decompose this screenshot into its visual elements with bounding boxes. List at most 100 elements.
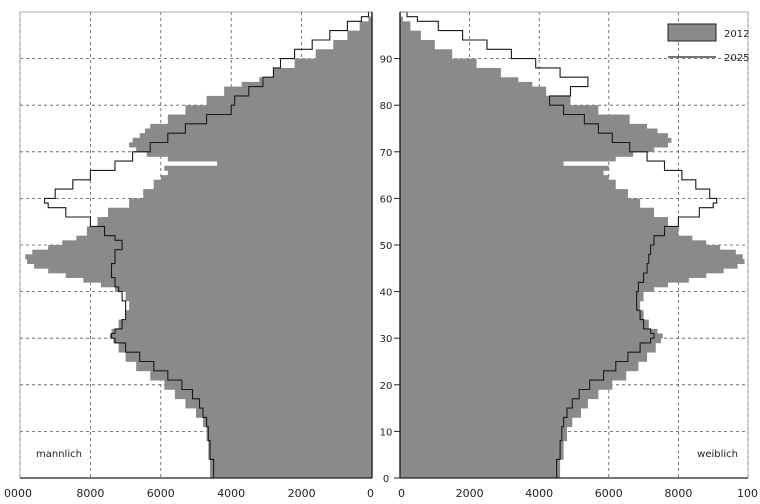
male-2012-bar-age-66 (164, 166, 372, 171)
female-2012-bar-age-90 (400, 54, 452, 59)
male-2012-bar-age-96 (360, 26, 372, 31)
left-x-tick-label-5: 0 (367, 487, 374, 500)
female-2012-bar-age-87 (400, 68, 501, 73)
male-2012-bar-age-1 (210, 469, 372, 474)
male-2012-bar-age-29 (113, 338, 372, 343)
female-2012-bar-age-93 (400, 40, 435, 45)
male-2012-bar-age-62 (154, 184, 372, 189)
female-2012-bar-age-66 (400, 166, 609, 171)
female-2012-bar-age-40 (400, 287, 654, 292)
age-tick-label-10: 10 (380, 427, 393, 438)
male-2012-bar-age-59 (129, 198, 372, 203)
female-2012-bar-age-64 (400, 175, 609, 180)
female-2012-bar-age-69 (400, 152, 633, 157)
female-2012-bar-age-26 (400, 352, 647, 357)
left-x-tick-label-2: 6000 (147, 487, 175, 500)
male-2012-bar-age-30 (110, 334, 372, 339)
male-2012-bar-age-94 (347, 35, 372, 40)
female-2012-bar-age-15 (400, 403, 588, 408)
female-2012-bar-age-75 (400, 124, 647, 129)
female-2012-bar-age-56 (400, 212, 654, 217)
male-2012-bar-age-85 (259, 77, 372, 82)
male-2012-bar-age-55 (97, 217, 372, 222)
female-2012-bar-age-35 (400, 310, 644, 315)
female-2012-bar-age-32 (400, 324, 649, 329)
male-2012-bar-age-67 (217, 161, 372, 166)
male-2012-bar-age-20 (164, 380, 372, 385)
male-2012-bar-age-25 (126, 357, 372, 362)
female-2012-bar-age-30 (400, 334, 663, 339)
female-2012-bar-age-33 (400, 320, 649, 325)
age-tick-label-80: 80 (380, 101, 393, 112)
legend-swatch-2012 (668, 24, 716, 41)
male-2012-bar-age-37 (129, 301, 372, 306)
male-2012-bar-age-44 (48, 268, 372, 273)
female-2012-bar-age-82 (400, 91, 546, 96)
male-2012-bar-age-7 (208, 441, 372, 446)
left-x-tick-label-1: 8000 (76, 487, 104, 500)
female-2012-bar-age-94 (400, 35, 421, 40)
male-2012-bar-age-39 (126, 292, 372, 297)
male-2012-bar-age-47 (25, 254, 372, 259)
female-2012-bar-age-34 (400, 315, 644, 320)
female-2012-bar-age-71 (400, 142, 668, 147)
male-2012-bar-age-5 (208, 450, 372, 455)
right-x-tick-label-5: 100 (737, 487, 758, 500)
male-2012-bar-age-90 (316, 54, 372, 59)
female-2012-bar-age-18 (400, 389, 598, 394)
legend-label-2012: 2012 (724, 29, 749, 40)
male-2012-bar-age-79 (185, 105, 372, 110)
female-2012-bar-age-4 (400, 455, 564, 460)
male-2012-bar-age-2 (210, 464, 372, 469)
male-2012-bar-age-93 (333, 40, 372, 45)
male-2012-bar-age-4 (208, 455, 372, 460)
female-2012-bar-age-80 (400, 101, 571, 106)
male-2012-bar-age-52 (87, 231, 372, 236)
male-2012-bar-age-15 (185, 403, 372, 408)
male-2012-bar-age-21 (150, 375, 372, 380)
female-2012-bar-age-91 (400, 49, 452, 54)
male-2012-bar-age-11 (203, 422, 372, 427)
female-2012-bar-age-2 (400, 464, 560, 469)
male-2012-bar-age-12 (203, 417, 372, 422)
female-2012-bar-age-95 (400, 31, 421, 36)
female-2012-bar-age-44 (400, 268, 724, 273)
male-2012-bar-age-68 (168, 156, 372, 161)
male-2012-bar-age-48 (32, 250, 372, 255)
female-2012-bar-age-43 (400, 273, 706, 278)
male-2012-bar-age-31 (112, 329, 372, 334)
female-2012-bar-age-29 (400, 338, 661, 343)
female-2012-bar-age-13 (400, 413, 581, 418)
left-x-tick-label-0: 0000 (4, 487, 32, 500)
age-tick-label-50: 50 (380, 241, 393, 252)
male-2012-bar-age-49 (48, 245, 372, 250)
male-2012-bar-age-83 (224, 87, 372, 92)
male-2012-bar-age-38 (126, 296, 372, 301)
female-2012-bar-age-79 (400, 105, 598, 110)
female-2012-bar-age-36 (400, 306, 640, 311)
male-2012-bar-age-54 (97, 222, 372, 227)
male-2012-bar-age-28 (119, 343, 372, 348)
male-2012-bar-age-40 (115, 287, 372, 292)
left-x-tick-label-3: 4000 (217, 487, 245, 500)
male-2012-bar-age-63 (154, 180, 372, 185)
female-2012-bar-age-9 (400, 431, 567, 436)
male-2012-bar-age-58 (129, 203, 372, 208)
male-2012-bar-age-35 (126, 310, 372, 315)
female-2012-bar-age-60 (400, 194, 628, 199)
male-side-label: mannlich (36, 449, 82, 460)
female-2012-bar-age-77 (400, 115, 630, 120)
male-2012-bar-age-50 (62, 240, 372, 245)
male-2012-bar-age-56 (108, 212, 372, 217)
female-2012-bar-age-14 (400, 408, 581, 413)
age-tick-label-90: 90 (380, 55, 393, 66)
male-2012-bar-age-45 (34, 264, 372, 269)
female-2012-bar-age-8 (400, 436, 567, 441)
female-side-label: weiblich (697, 449, 738, 460)
male-2012-bar-age-72 (133, 138, 372, 143)
male-2012-bar-age-87 (273, 68, 372, 73)
male-2012-bar-age-91 (316, 49, 372, 54)
female-2012-bar-age-48 (400, 250, 736, 255)
right-x-tick-label-0: 0 (398, 487, 405, 500)
